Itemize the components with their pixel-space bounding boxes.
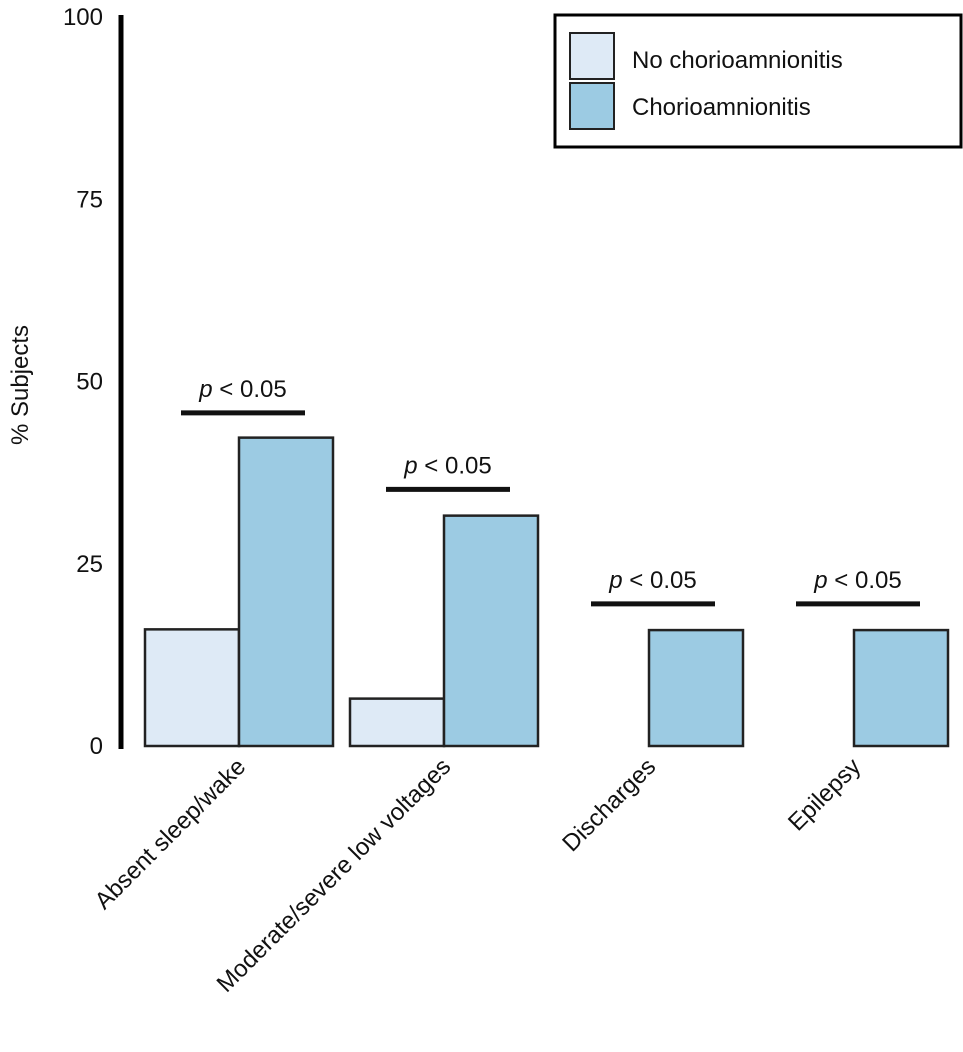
category-label-moderate-severe-low-voltages: Moderate/severe low voltages <box>212 753 457 998</box>
legend-swatch-no-chorioamnionitis <box>569 32 615 80</box>
bar-chorioamnionitis-discharges <box>647 628 745 748</box>
p-symbol: p <box>608 567 622 594</box>
y-axis-ticks: 0 25 50 75 100 <box>63 4 103 760</box>
p-threshold: < 0.05 <box>828 567 902 594</box>
bar-chorioamnionitis-moderate-severe-low-voltages <box>442 514 540 748</box>
p-threshold: < 0.05 <box>418 452 492 479</box>
p-threshold: < 0.05 <box>623 567 697 594</box>
p-symbol: p <box>813 567 827 594</box>
significance-label-epilepsy: p < 0.05 <box>813 567 901 594</box>
p-threshold: < 0.05 <box>213 376 287 403</box>
significance-label-absent-sleep-wake: p < 0.05 <box>198 376 286 403</box>
legend-label-chorioamnionitis: Chorioamnionitis <box>632 94 811 121</box>
legend: No chorioamnionitis Chorioamnionitis <box>553 13 963 149</box>
y-tick-label-50: 50 <box>76 369 103 396</box>
bar-chorioamnionitis-epilepsy <box>852 628 950 748</box>
bars-group <box>143 436 950 748</box>
bar-no-chorioamnionitis-absent-sleep-wake <box>143 628 241 748</box>
y-axis-title: % Subjects <box>7 325 34 445</box>
y-tick-label-25: 25 <box>76 551 103 578</box>
significance-label-discharges: p < 0.05 <box>608 567 696 594</box>
bar-chorioamnionitis-absent-sleep-wake <box>237 436 335 748</box>
significance-label-moderate-severe-low-voltages: p < 0.05 <box>403 452 491 479</box>
significance-annotations: p < 0.05p < 0.05p < 0.05 p < 0.05 <box>181 376 920 607</box>
p-symbol: p <box>403 452 417 479</box>
y-tick-label-0: 0 <box>90 733 103 760</box>
y-tick-label-75: 75 <box>76 186 103 213</box>
legend-box <box>553 13 963 149</box>
p-symbol: p <box>198 376 212 403</box>
category-label-discharges: Discharges <box>557 753 661 857</box>
category-label-epilepsy: Epilepsy <box>783 753 866 836</box>
y-tick-label-100: 100 <box>63 4 103 31</box>
category-label-absent-sleep-wake: Absent sleep/wake <box>90 753 252 915</box>
legend-swatch-chorioamnionitis <box>569 82 615 130</box>
legend-label-no-chorioamnionitis: No chorioamnionitis <box>632 47 843 74</box>
bar-no-chorioamnionitis-moderate-severe-low-voltages <box>348 697 446 748</box>
